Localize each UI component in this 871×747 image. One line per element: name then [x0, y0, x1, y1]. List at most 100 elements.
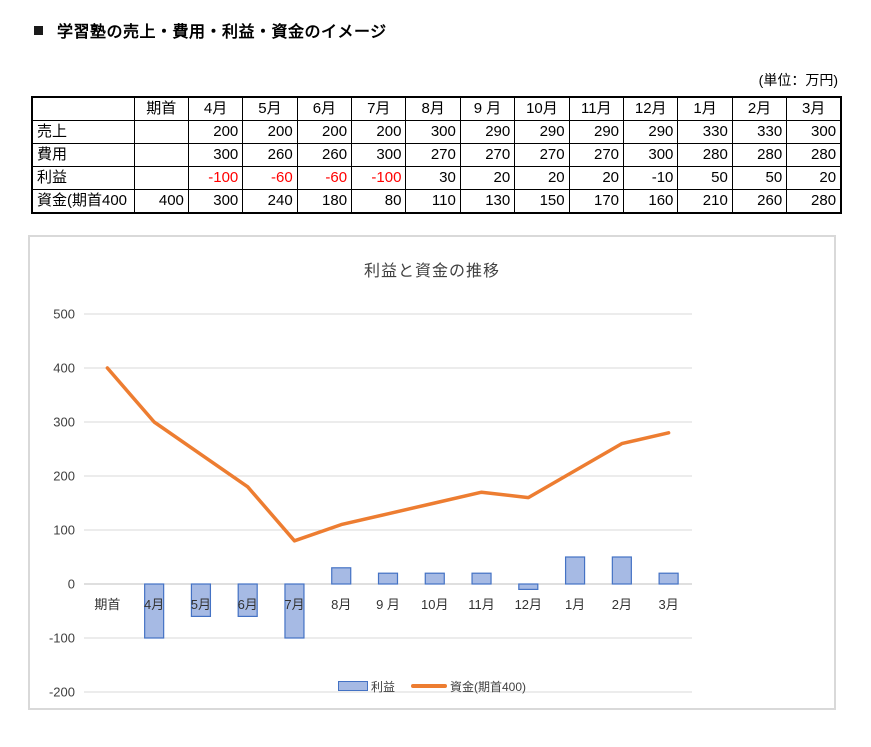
- table-cell: [133, 143, 189, 167]
- table-cell: -60: [242, 166, 298, 190]
- legend-label: 資金(期首400): [450, 679, 527, 694]
- bullet-square-icon: [34, 25, 43, 35]
- profit-bar: [658, 572, 679, 585]
- table-cell: 330: [731, 120, 788, 144]
- table-cell: 30: [405, 166, 461, 190]
- profit-bar: [331, 567, 352, 585]
- profit-bar: [284, 583, 305, 639]
- table-cell: 200: [187, 120, 244, 144]
- table-row-label: 資金(期首400: [31, 189, 135, 214]
- table-cell: 180: [296, 189, 353, 214]
- chart-legend: 利益 資金(期首400): [30, 678, 834, 694]
- x-axis-label: 5月: [191, 597, 211, 612]
- document-title: 学習塾の売上・費用・利益・資金のイメージ: [57, 24, 387, 41]
- table-header-cell: 11月: [568, 96, 625, 121]
- table-header-cell: 期首: [133, 96, 189, 121]
- table-row: 利益 -100 -60 -60 -100 30 20 20 20 -10 50 50 20: [31, 166, 842, 190]
- x-axis-label: 1月: [565, 597, 585, 612]
- chart-title: 利益と資金の推移: [363, 263, 500, 280]
- table-cell: 300: [786, 120, 842, 144]
- x-axis-label: 期首: [94, 597, 120, 612]
- y-tick-label: 200: [53, 469, 75, 484]
- y-tick-label: -100: [49, 631, 75, 646]
- table-header-cell: 12月: [623, 96, 679, 121]
- x-axis-label: 7月: [284, 597, 304, 612]
- y-tick-label: 500: [53, 307, 75, 322]
- table-header-cell: 8月: [405, 96, 461, 121]
- profit-bar: [611, 556, 632, 585]
- legend-label: 利益: [370, 679, 395, 694]
- table-cell: 200: [242, 120, 298, 144]
- table-cell: 270: [459, 143, 516, 167]
- table-cell: 20: [514, 166, 570, 190]
- profit-bar: [377, 572, 399, 585]
- data-table: 期首 4月 5月 6月 7月 8月 9 月 10月 11月 12月 1月 2月 3月 売上 200 200 20…: [31, 96, 843, 214]
- table-header-cell: [31, 96, 135, 121]
- table-cell: 270: [405, 143, 461, 167]
- table-cell: 150: [514, 189, 570, 214]
- table-cell: 20: [459, 166, 516, 190]
- funds-line: [105, 366, 671, 543]
- chart: 利益と資金の推移 -200 -100 0 100 200 300 400 500 期首 4月 5月 6…: [28, 235, 836, 710]
- table-cell: [133, 166, 189, 190]
- table-cell: 200: [296, 120, 353, 144]
- table-cell: 130: [459, 189, 516, 214]
- table-cell: 260: [242, 143, 298, 167]
- table-header-cell: 7月: [351, 96, 407, 121]
- table-cell: 240: [242, 189, 298, 214]
- table-header-cell: 2月: [731, 96, 788, 121]
- table-cell: 270: [514, 143, 570, 167]
- y-tick-label: 300: [53, 415, 75, 430]
- y-tick-label: 400: [53, 361, 75, 376]
- table-cell: 300: [351, 143, 407, 167]
- table-header-cell: 5月: [242, 96, 298, 121]
- legend-bar-swatch-icon: [337, 681, 368, 691]
- table-header-cell: 10月: [514, 96, 570, 121]
- table-cell: 200: [351, 120, 407, 144]
- table-cell: 160: [623, 189, 679, 214]
- table-cell: 290: [568, 120, 625, 144]
- table-cell: 290: [514, 120, 570, 144]
- table-cell: 290: [459, 120, 516, 144]
- legend-line-swatch-icon: [411, 684, 447, 688]
- table-cell: 210: [677, 189, 733, 214]
- table-cell: 260: [296, 143, 353, 167]
- table-row-label: 利益: [31, 166, 135, 190]
- y-tick-label: 0: [68, 577, 75, 592]
- profit-bar: [144, 583, 165, 639]
- x-axis-label: 10月: [421, 597, 448, 612]
- table-cell: 50: [731, 166, 788, 190]
- table-header-cell: 3月: [786, 96, 842, 121]
- table-cell: -60: [296, 166, 353, 190]
- x-axis-label: 11月: [468, 597, 495, 612]
- legend-item: 利益: [337, 678, 395, 695]
- table-row-label: 売上: [31, 120, 135, 144]
- profit-bar: [518, 583, 539, 591]
- table-cell: 270: [568, 143, 625, 167]
- table-header-cell: 4月: [187, 96, 244, 121]
- profit-bar: [471, 572, 492, 585]
- table-row-label: 費用: [31, 143, 135, 167]
- profit-bar: [564, 556, 586, 585]
- table-row: 売上 200 200 200 200 300 290 290 290 290 330 330 300: [31, 120, 842, 144]
- table-cell: 170: [568, 189, 625, 214]
- table-cell: 400: [133, 189, 189, 214]
- table-cell: 260: [731, 189, 788, 214]
- profit-bar: [237, 583, 258, 618]
- table-cell: 280: [677, 143, 733, 167]
- table-header-row: 期首 4月 5月 6月 7月 8月 9 月 10月 11月 12月 1月 2月 3月: [31, 96, 842, 121]
- table-header-cell: 9 月: [459, 96, 516, 121]
- table-cell: -100: [187, 166, 244, 190]
- table-cell: 80: [351, 189, 407, 214]
- y-tick-label: -200: [49, 685, 75, 700]
- table-cell: 280: [786, 189, 842, 214]
- table-row: 資金(期首400 400 300 240 180 80 110 130 150 170 160 210…: [31, 189, 842, 214]
- profit-bar: [424, 572, 445, 585]
- y-tick-label: 100: [53, 523, 75, 538]
- table-header-cell: 1月: [677, 96, 733, 121]
- table-cell: -10: [623, 166, 679, 190]
- x-axis-label: 8月: [331, 597, 351, 612]
- table-cell: 290: [623, 120, 679, 144]
- x-axis-label: 12月: [515, 597, 542, 612]
